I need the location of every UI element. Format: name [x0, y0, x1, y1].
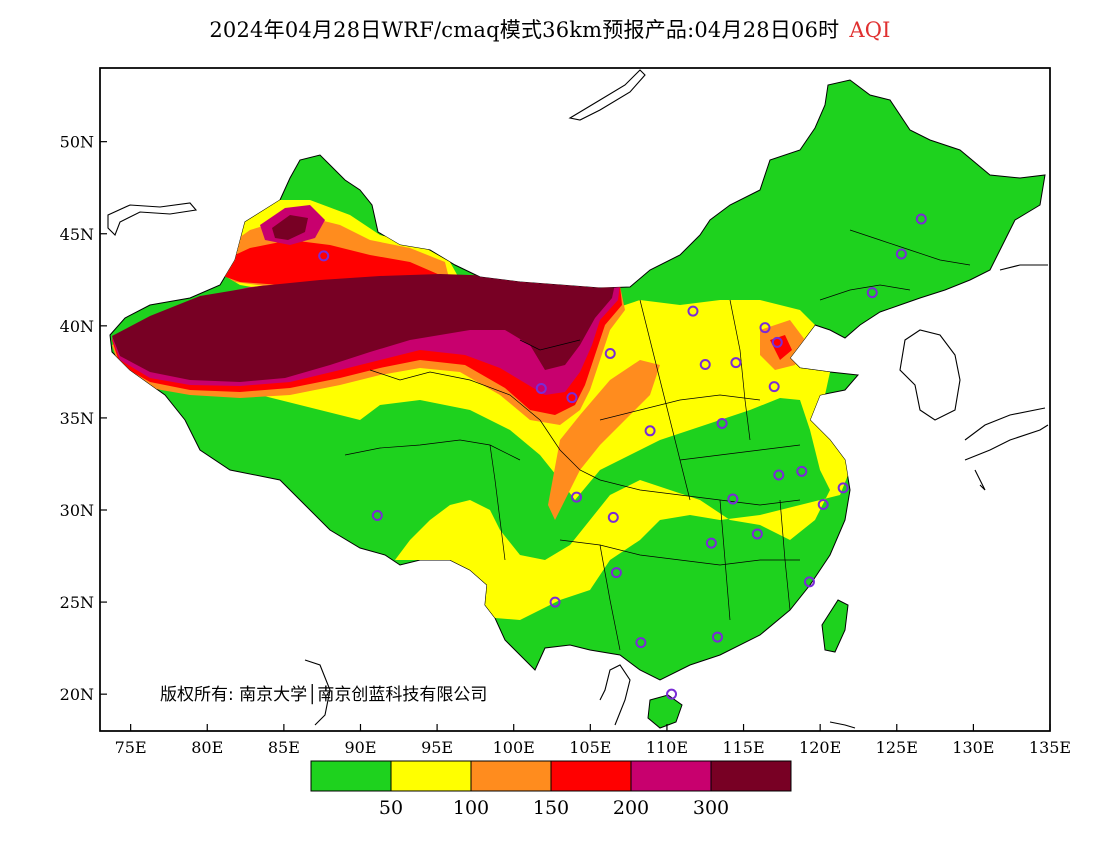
station-marker — [730, 357, 742, 369]
station-marker — [666, 688, 678, 700]
aqi-zone-orange-central — [548, 360, 660, 520]
lon-tick-label: 105E — [569, 738, 611, 757]
station-marker — [796, 465, 808, 477]
station-marker — [549, 596, 561, 608]
station-marker — [768, 381, 780, 393]
station-marker — [837, 482, 849, 494]
legend-swatch — [710, 760, 792, 792]
station-marker — [604, 347, 616, 359]
lon-tick-label: 75E — [115, 738, 147, 757]
copyright-text: 版权所有: 南京大学│南京创蓝科技有限公司 — [160, 685, 488, 705]
legend-swatch — [310, 760, 392, 792]
aqi-zone-red-beijing — [770, 335, 792, 360]
lon-tick-label: 80E — [191, 738, 223, 757]
lon-tick-label: 90E — [344, 738, 376, 757]
station-marker — [803, 576, 815, 588]
station-marker — [705, 537, 717, 549]
lon-tick-label: 115E — [722, 738, 764, 757]
lon-tick-label: 120E — [799, 738, 841, 757]
lat-tick-label: 35N — [60, 409, 94, 428]
legend-label: 100 — [453, 797, 489, 819]
title-main: 2024年04月28日WRF/cmaq模式36km预报产品:04月28日06时 — [209, 18, 840, 42]
aqi-color-legend: 50 100 150 200 300 — [310, 760, 792, 819]
legend-swatch — [470, 760, 552, 792]
station-marker — [727, 493, 739, 505]
aqi-zone-maroon-tianshan — [272, 215, 308, 240]
station-marker — [771, 336, 783, 348]
longitude-axis: 75E 80E 85E 90E 95E 100E 105E 110E 115E 120E 125E 1… — [115, 724, 1071, 757]
station-marker — [712, 631, 723, 643]
lon-tick-label: 100E — [493, 738, 535, 757]
station-marker — [773, 469, 785, 481]
lon-tick-label: 130E — [952, 738, 994, 757]
aqi-zone-maroon-core — [112, 274, 615, 382]
legend-swatch — [550, 760, 632, 792]
lon-tick-label: 135E — [1029, 738, 1071, 757]
station-marker — [915, 213, 927, 225]
station-marker — [566, 392, 578, 404]
province-boundaries — [344, 229, 971, 651]
lat-tick-label: 50N — [60, 133, 94, 152]
station-marker — [644, 425, 656, 437]
lat-tick-label: 40N — [60, 317, 94, 336]
latitude-axis: 20N 25N 30N 35N 40N 45N 50N — [60, 133, 107, 704]
station-marker — [866, 287, 878, 299]
legend-swatch — [390, 760, 472, 792]
station-marker — [607, 511, 619, 523]
legend-label: 150 — [533, 797, 569, 819]
station-marker — [751, 528, 763, 540]
station-marker — [371, 510, 383, 522]
title-variable: AQI — [849, 18, 891, 42]
legend-swatch — [630, 760, 712, 792]
lon-tick-label: 95E — [421, 738, 453, 757]
lat-tick-label: 30N — [60, 501, 94, 520]
station-marker — [687, 305, 699, 317]
station-marker — [635, 637, 647, 649]
station-marker — [318, 250, 330, 262]
map-title: 2024年04月28日WRF/cmaq模式36km预报产品:04月28日06时 A… — [0, 14, 1100, 44]
lon-tick-label: 110E — [646, 738, 688, 757]
legend-label: 200 — [613, 797, 649, 819]
taiwan-island — [821, 599, 849, 653]
station-marker — [759, 322, 771, 334]
aqi-fill-layers — [112, 200, 850, 620]
city-stations — [318, 213, 927, 700]
lon-tick-label: 85E — [268, 738, 300, 757]
legend-label: 50 — [379, 797, 403, 819]
station-marker — [716, 417, 728, 429]
station-marker — [571, 491, 583, 503]
legend-label: 300 — [693, 797, 729, 819]
station-marker — [610, 567, 622, 579]
lat-tick-label: 20N — [60, 685, 94, 704]
coastlines — [107, 69, 1049, 729]
station-marker — [535, 382, 547, 394]
lon-tick-label: 125E — [876, 738, 918, 757]
station-marker — [817, 498, 829, 510]
station-marker — [895, 248, 907, 260]
station-marker — [699, 359, 711, 371]
lat-tick-label: 25N — [60, 593, 94, 612]
lat-tick-label: 45N — [60, 225, 94, 244]
